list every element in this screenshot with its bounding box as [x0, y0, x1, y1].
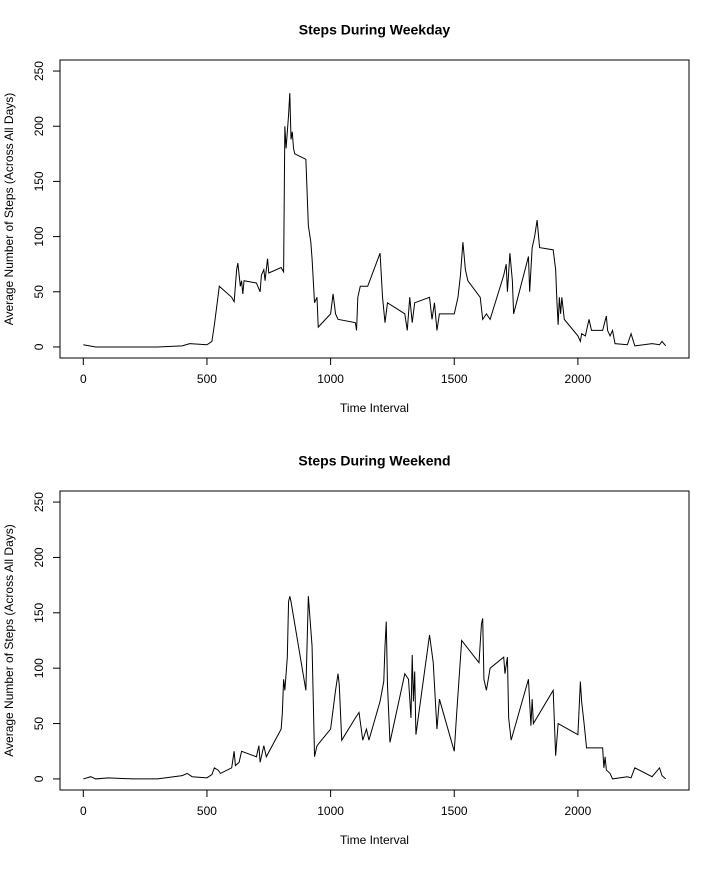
- x-axis-label: Time Interval: [340, 401, 409, 415]
- y-tick-label: 200: [32, 116, 46, 136]
- y-axis-label: Average Number of Steps (Across All Days…: [2, 524, 16, 757]
- y-tick-label: 50: [32, 285, 46, 299]
- chart-title: Steps During Weekday: [299, 22, 451, 38]
- x-tick-label: 1500: [441, 372, 468, 386]
- data-line: [83, 93, 667, 348]
- y-tick-label: 50: [32, 717, 46, 731]
- y-tick-label: 100: [32, 226, 46, 246]
- plot-box: [59, 490, 690, 791]
- y-tick-label: 200: [32, 547, 46, 567]
- y-tick-label: 0: [32, 775, 46, 782]
- x-tick-label: 0: [80, 804, 87, 818]
- data-line: [83, 596, 667, 780]
- x-tick-label: 500: [197, 372, 217, 386]
- y-tick-label: 150: [32, 602, 46, 622]
- x-tick-label: 500: [197, 804, 217, 818]
- y-tick-label: 250: [32, 492, 46, 512]
- x-tick-label: 1000: [317, 372, 344, 386]
- y-axis-label: Average Number of Steps (Across All Days…: [2, 93, 16, 326]
- y-tick-label: 250: [32, 61, 46, 81]
- x-tick-label: 1500: [441, 804, 468, 818]
- y-tick-label: 0: [32, 343, 46, 350]
- y-tick-label: 100: [32, 658, 46, 678]
- x-tick-label: 1000: [317, 804, 344, 818]
- x-tick-label: 2000: [565, 372, 592, 386]
- x-tick-label: 0: [80, 372, 87, 386]
- plot-box: [59, 59, 690, 359]
- x-tick-label: 2000: [565, 804, 592, 818]
- y-tick-label: 150: [32, 171, 46, 191]
- x-axis-label: Time Interval: [340, 833, 409, 847]
- chart-title: Steps During Weekend: [298, 453, 450, 469]
